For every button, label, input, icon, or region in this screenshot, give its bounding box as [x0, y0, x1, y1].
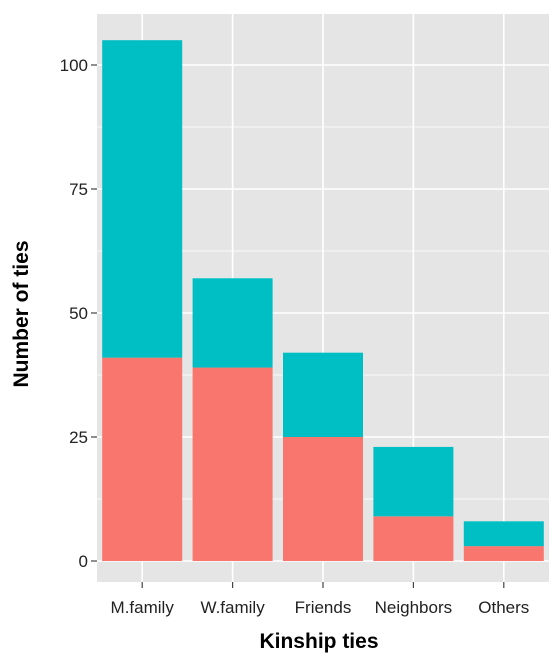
y-axis: 0 25 50 75 100 — [60, 56, 97, 571]
y-tick-label: 50 — [69, 304, 88, 323]
x-tick-label: M.family — [111, 598, 175, 617]
bar-others-segment-2 — [463, 521, 544, 547]
bar-neighbors-segment-1 — [373, 516, 454, 561]
x-axis-title: Kinship ties — [259, 630, 378, 653]
bar-wfamily-segment-2 — [192, 278, 273, 368]
x-tick-label: Friends — [295, 598, 352, 617]
x-axis: M.family W.family Friends Neighbors Others — [111, 582, 529, 617]
bar-others-segment-1 — [463, 546, 544, 561]
bars — [102, 40, 544, 561]
x-tick-label: Others — [478, 598, 529, 617]
y-tick-label: 75 — [69, 180, 88, 199]
y-axis-title: Number of ties — [10, 240, 33, 387]
bar-friends-segment-1 — [282, 437, 364, 561]
bar-neighbors-segment-2 — [373, 446, 454, 517]
y-tick-label: 0 — [79, 552, 88, 571]
bar-mfamily-segment-2 — [102, 40, 183, 358]
y-tick-label: 25 — [69, 428, 88, 447]
x-tick-label: Neighbors — [375, 598, 453, 617]
bar-wfamily-segment-1 — [192, 367, 273, 561]
y-tick-label: 100 — [60, 56, 88, 75]
x-tick-label: W.family — [200, 598, 265, 617]
bar-friends-segment-2 — [282, 352, 364, 437]
bar-mfamily-segment-1 — [102, 357, 183, 561]
